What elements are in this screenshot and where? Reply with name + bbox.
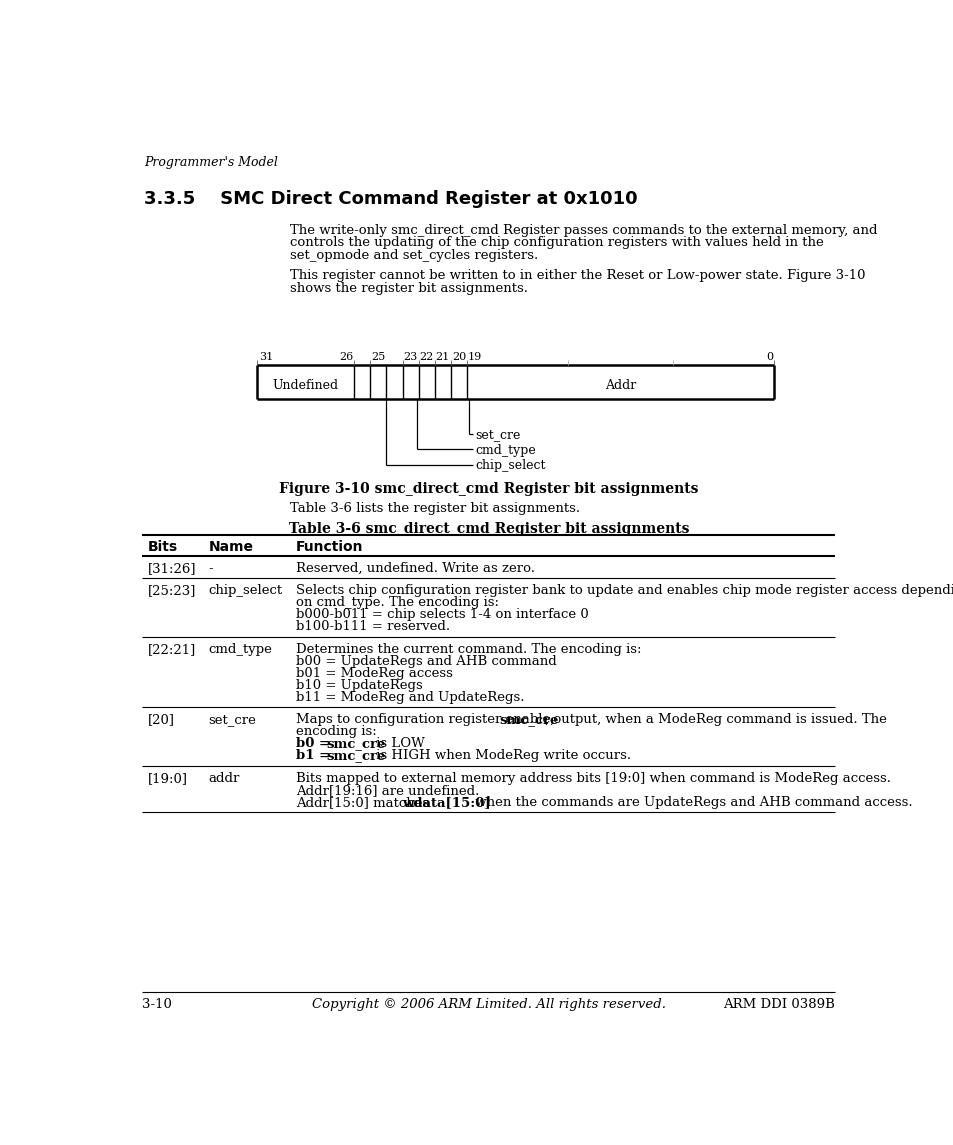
Text: 23: 23 <box>403 353 417 362</box>
Text: 3.3.5    SMC Direct Command Register at 0x1010: 3.3.5 SMC Direct Command Register at 0x1… <box>144 190 637 207</box>
Text: [20]: [20] <box>148 713 174 726</box>
Text: set_opmode and set_cycles registers.: set_opmode and set_cycles registers. <box>290 250 537 262</box>
Text: set_cre: set_cre <box>475 428 519 441</box>
Text: Selects chip configuration register bank to update and enables chip mode registe: Selects chip configuration register bank… <box>295 584 953 598</box>
Text: [22:21]: [22:21] <box>148 642 196 656</box>
Text: shows the register bit assignments.: shows the register bit assignments. <box>290 282 527 295</box>
Text: Undefined: Undefined <box>273 379 338 393</box>
Text: encoding is:: encoding is: <box>295 725 376 739</box>
Text: controls the updating of the chip configuration registers with values held in th: controls the updating of the chip config… <box>290 236 822 250</box>
Text: addr: addr <box>208 772 239 784</box>
Text: -: - <box>208 562 213 575</box>
Text: Programmer's Model: Programmer's Model <box>144 156 277 168</box>
Text: 19: 19 <box>468 353 481 362</box>
Text: b0 =: b0 = <box>295 737 335 750</box>
Text: smc_cre: smc_cre <box>326 749 385 763</box>
Text: 25: 25 <box>371 353 385 362</box>
Text: is HIGH when ModeReg write occurs.: is HIGH when ModeReg write occurs. <box>372 749 631 763</box>
Text: Bits: Bits <box>148 540 178 554</box>
Text: chip_select: chip_select <box>475 459 545 472</box>
Text: This register cannot be written to in either the Reset or Low-power state. Figur: This register cannot be written to in ei… <box>290 269 864 283</box>
Text: Figure 3-10 smc_direct_cmd Register bit assignments: Figure 3-10 smc_direct_cmd Register bit … <box>279 482 698 496</box>
Text: b11 = ModeReg and UpdateRegs.: b11 = ModeReg and UpdateRegs. <box>295 690 524 704</box>
Text: is LOW: is LOW <box>372 737 424 750</box>
Text: Addr[19:16] are undefined.: Addr[19:16] are undefined. <box>295 784 478 797</box>
Text: Function: Function <box>295 540 363 554</box>
Text: Name: Name <box>208 540 253 554</box>
Text: 21: 21 <box>436 353 450 362</box>
Text: 0: 0 <box>765 353 773 362</box>
Text: smc_cre: smc_cre <box>499 713 558 726</box>
Text: [19:0]: [19:0] <box>148 772 188 784</box>
Text: The write-only smc_direct_cmd Register passes commands to the external memory, a: The write-only smc_direct_cmd Register p… <box>290 223 877 237</box>
Text: b100-b111 = reserved.: b100-b111 = reserved. <box>295 621 450 633</box>
Text: cmd_type: cmd_type <box>208 642 272 656</box>
Text: Table 3-6 lists the register bit assignments.: Table 3-6 lists the register bit assignm… <box>290 502 579 514</box>
Text: wdata[15:0]: wdata[15:0] <box>402 796 491 808</box>
Text: Table 3-6 smc_direct_cmd Register bit assignments: Table 3-6 smc_direct_cmd Register bit as… <box>289 522 688 536</box>
Text: cmd_type: cmd_type <box>475 443 536 457</box>
Text: b000-b011 = chip selects 1-4 on interface 0: b000-b011 = chip selects 1-4 on interfac… <box>295 608 588 622</box>
Text: 31: 31 <box>258 353 273 362</box>
Text: 20: 20 <box>452 353 466 362</box>
Text: Copyright © 2006 ARM Limited. All rights reserved.: Copyright © 2006 ARM Limited. All rights… <box>312 998 665 1011</box>
Text: chip_select: chip_select <box>208 584 282 598</box>
Text: 3-10: 3-10 <box>142 998 172 1011</box>
Text: b1 =: b1 = <box>295 749 335 763</box>
Text: b00 = UpdateRegs and AHB command: b00 = UpdateRegs and AHB command <box>295 655 557 668</box>
Text: [25:23]: [25:23] <box>148 584 196 598</box>
Text: , output, when a ModeReg command is issued. The: , output, when a ModeReg command is issu… <box>545 713 886 726</box>
Text: 22: 22 <box>419 353 434 362</box>
Text: b10 = UpdateRegs: b10 = UpdateRegs <box>295 679 422 692</box>
Text: Addr: Addr <box>604 379 636 393</box>
Text: Bits mapped to external memory address bits [19:0] when command is ModeReg acces: Bits mapped to external memory address b… <box>295 772 890 784</box>
Text: Addr[15:0] matches: Addr[15:0] matches <box>295 796 433 808</box>
Text: set_cre: set_cre <box>208 713 256 726</box>
Text: Maps to configuration register enable,: Maps to configuration register enable, <box>295 713 558 726</box>
Text: Determines the current command. The encoding is:: Determines the current command. The enco… <box>295 642 640 656</box>
Text: b01 = ModeReg access: b01 = ModeReg access <box>295 666 453 680</box>
Text: ARM DDI 0389B: ARM DDI 0389B <box>722 998 835 1011</box>
Text: smc_cre: smc_cre <box>326 737 385 750</box>
Text: 26: 26 <box>338 353 353 362</box>
Text: when the commands are UpdateRegs and AHB command access.: when the commands are UpdateRegs and AHB… <box>471 796 912 808</box>
Text: Reserved, undefined. Write as zero.: Reserved, undefined. Write as zero. <box>295 562 535 575</box>
Text: [31:26]: [31:26] <box>148 562 196 575</box>
Text: on cmd_type. The encoding is:: on cmd_type. The encoding is: <box>295 597 498 609</box>
